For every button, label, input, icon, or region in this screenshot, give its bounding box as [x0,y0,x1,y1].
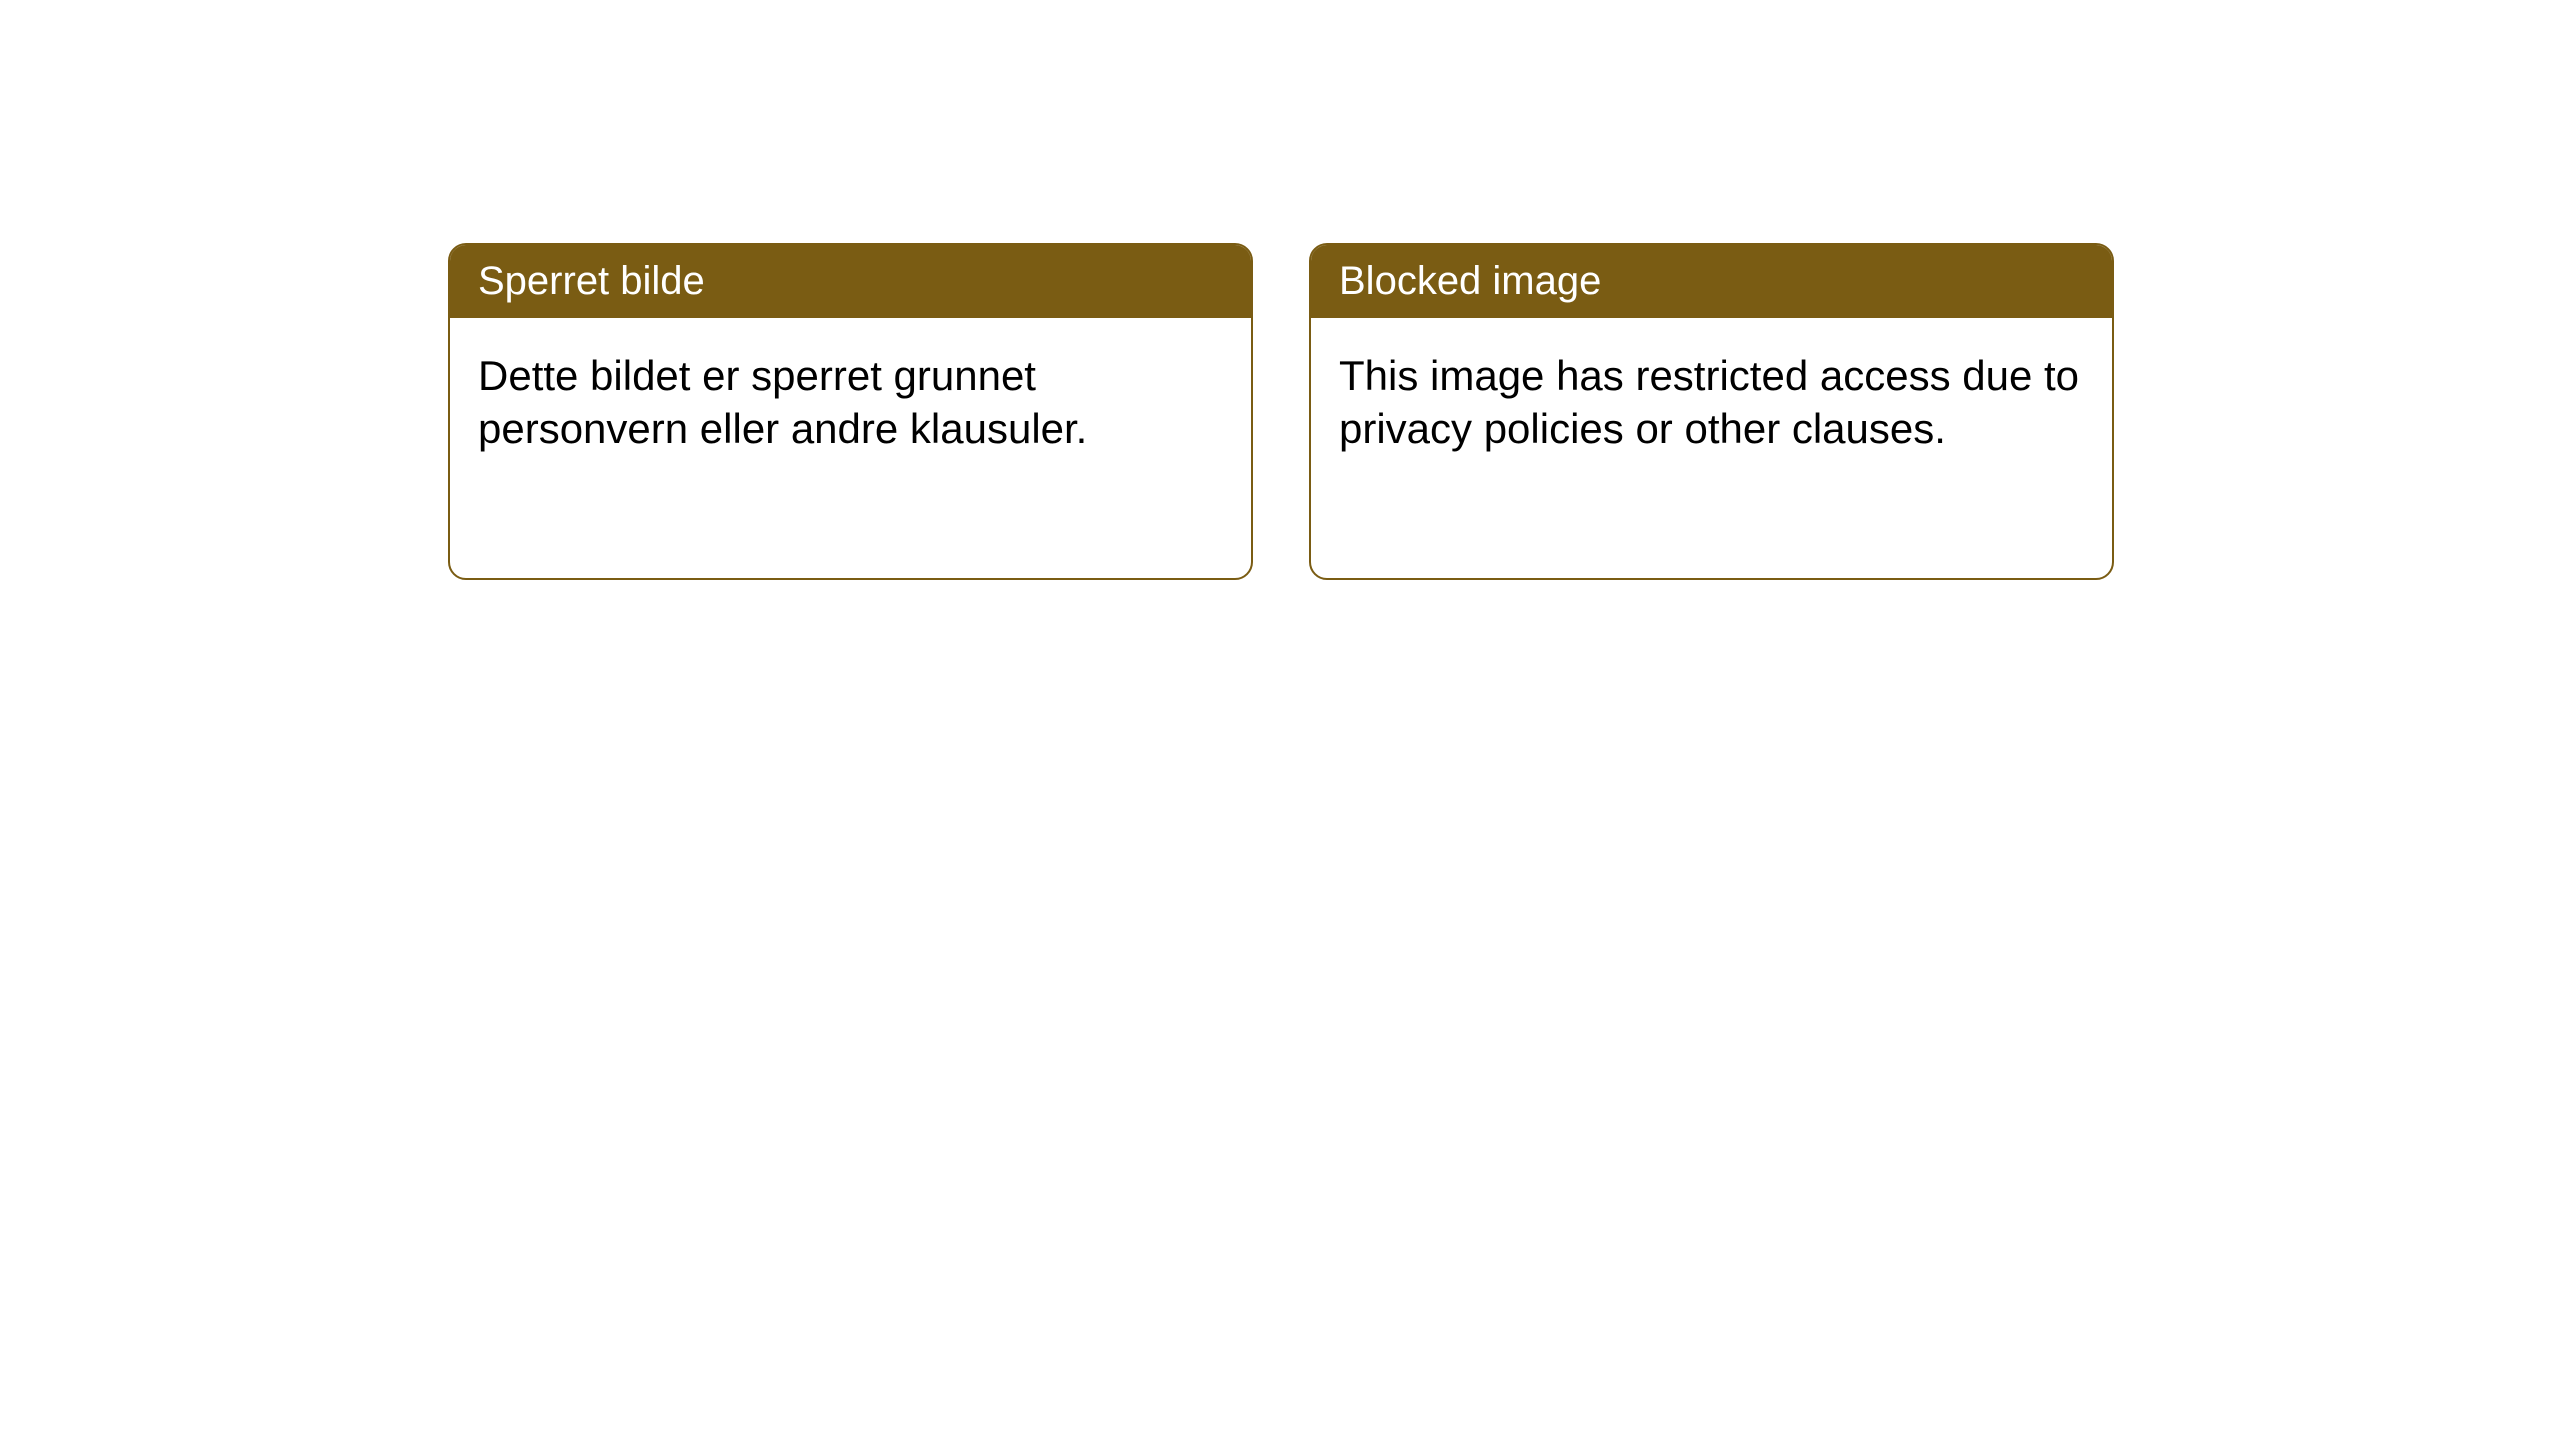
notice-card-norwegian: Sperret bilde Dette bildet er sperret gr… [448,243,1253,580]
notice-container: Sperret bilde Dette bildet er sperret gr… [0,0,2560,580]
notice-message: This image has restricted access due to … [1311,318,2112,487]
notice-message: Dette bildet er sperret grunnet personve… [450,318,1251,487]
notice-card-english: Blocked image This image has restricted … [1309,243,2114,580]
notice-title: Sperret bilde [450,245,1251,318]
notice-title: Blocked image [1311,245,2112,318]
